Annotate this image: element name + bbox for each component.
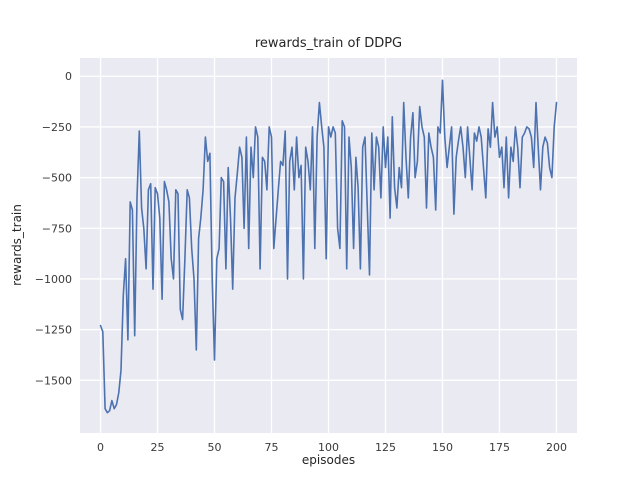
x-axis-label: episodes [301,453,356,467]
svg-text:50: 50 [208,441,222,454]
svg-text:75: 75 [265,441,279,454]
svg-text:−500: −500 [42,172,72,185]
svg-text:0: 0 [65,70,72,83]
svg-text:−250: −250 [42,121,72,134]
svg-text:175: 175 [489,441,510,454]
svg-text:100: 100 [318,441,339,454]
svg-text:25: 25 [151,441,165,454]
chart-title: rewards_train of DDPG [254,36,403,51]
y-axis-label: rewards_train [10,204,24,286]
svg-text:−1250: −1250 [35,324,72,337]
svg-text:−1500: −1500 [35,374,72,387]
svg-text:125: 125 [375,441,396,454]
svg-text:0: 0 [97,441,104,454]
svg-text:200: 200 [546,441,567,454]
svg-text:150: 150 [432,441,453,454]
svg-text:−750: −750 [42,222,72,235]
svg-text:−1000: −1000 [35,273,72,286]
